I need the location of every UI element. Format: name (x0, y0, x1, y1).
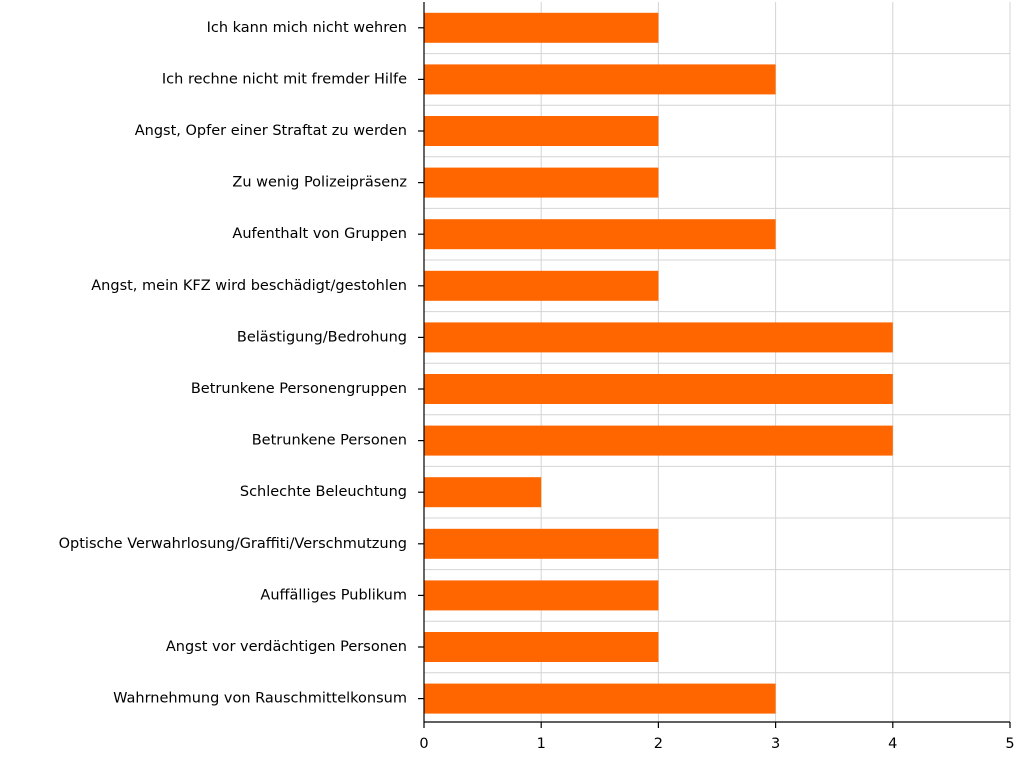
category-label-10: Optische Verwahrlosung/Graffiti/Verschmu… (59, 536, 407, 552)
category-label-4: Aufenthalt von Gruppen (232, 226, 407, 242)
category-label-2: Angst, Opfer einer Straftat zu werden (135, 123, 407, 139)
bar-6 (424, 322, 893, 353)
bar-5 (424, 270, 659, 301)
x-tick-label-4: 4 (888, 736, 897, 752)
category-label-1: Ich rechne nicht mit fremder Hilfe (162, 71, 407, 87)
category-label-12: Angst vor verdächtigen Personen (166, 639, 407, 655)
axes (418, 2, 1011, 728)
x-tick-label-0: 0 (419, 736, 428, 752)
category-label-3: Zu wenig Polizeipräsenz (232, 175, 407, 191)
category-labels: Ich kann mich nicht wehren Ich rechne nic… (59, 20, 407, 707)
bars (424, 12, 893, 714)
bar-9 (424, 477, 542, 508)
bar-10 (424, 528, 659, 559)
bar-2 (424, 116, 659, 146)
category-label-5: Angst, mein KFZ wird beschädigt/gestohle… (91, 278, 407, 294)
category-label-0: Ich kann mich nicht wehren (207, 20, 407, 36)
bar-12 (424, 632, 659, 662)
category-label-13: Wahrnehmung von Rauschmittelkonsum (113, 691, 407, 707)
bar-4 (424, 219, 776, 250)
bar-8 (424, 425, 893, 456)
category-label-8: Betrunkene Personen (252, 433, 407, 449)
bar-11 (424, 580, 659, 611)
category-label-9: Schlechte Beleuchtung (240, 484, 407, 500)
bar-7 (424, 374, 893, 404)
x-tick-label-1: 1 (537, 736, 546, 752)
category-label-7: Betrunkene Personengruppen (191, 381, 407, 397)
bar-0 (424, 12, 659, 43)
x-tick-label-5: 5 (1005, 736, 1014, 752)
grid-lines (424, 2, 1011, 722)
bar-3 (424, 167, 659, 198)
bar-13 (424, 683, 776, 714)
x-tick-label-2: 2 (654, 736, 663, 752)
x-tick-label-3: 3 (771, 736, 780, 752)
x-tick-labels: 0 1 2 3 4 5 (419, 736, 1014, 752)
category-label-11: Auffälliges Publikum (260, 587, 407, 603)
category-label-6: Belästigung/Bedrohung (237, 329, 407, 345)
bar-1 (424, 64, 776, 95)
